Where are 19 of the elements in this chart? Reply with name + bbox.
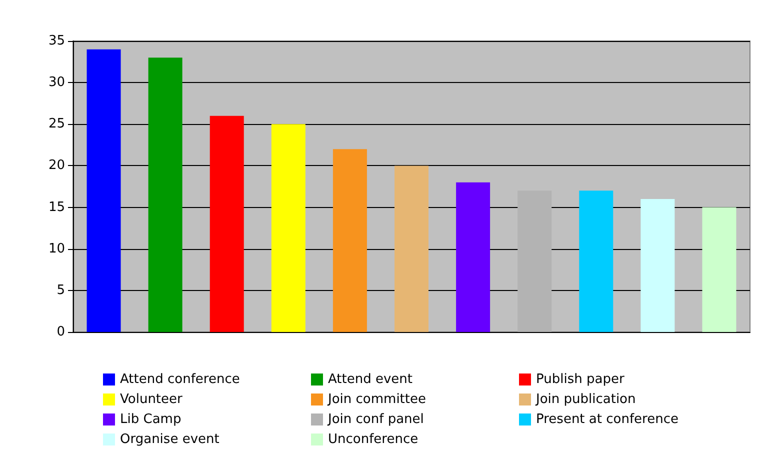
y-tick-label: 10	[48, 241, 65, 256]
legend-label: Join committee	[327, 392, 426, 407]
legend-label: Publish paper	[536, 372, 625, 387]
y-tick-label: 5	[56, 282, 65, 298]
legend-label: Lib Camp	[120, 412, 182, 427]
legend-label: Present at conference	[536, 412, 678, 427]
legend-label: Unconference	[328, 432, 418, 447]
y-tick-label: 35	[48, 34, 65, 48]
legend-label: Join publication	[535, 392, 636, 407]
y-tick-label: 15	[48, 200, 65, 215]
y-tick-label: 0	[56, 324, 65, 340]
legend-label: Attend event	[328, 372, 413, 387]
y-tick-label: 30	[48, 75, 65, 90]
legend-label: Volunteer	[120, 392, 184, 407]
y-tick-label: 20	[48, 158, 65, 174]
legend-label: Join conf panel	[327, 412, 424, 427]
y-tick-label: 25	[48, 116, 65, 132]
legend-label: Organise event	[120, 432, 220, 447]
legend-label: Attend conference	[120, 372, 240, 387]
